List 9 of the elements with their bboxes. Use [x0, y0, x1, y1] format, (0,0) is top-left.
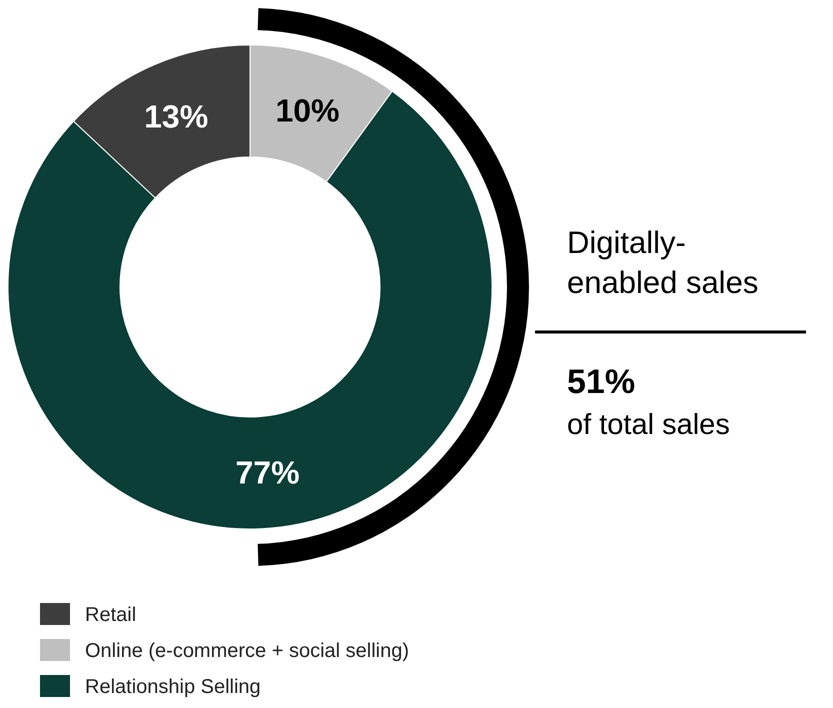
legend-label: Retail: [85, 604, 136, 626]
text: of total sales: [567, 409, 730, 441]
text: 51%: [567, 363, 636, 401]
data-label: 10%: [275, 92, 340, 128]
text: Digitally-enabled sales: [567, 225, 758, 300]
data-label: 13%: [144, 98, 208, 134]
legend-label: Relationship Selling: [85, 676, 261, 698]
data-label: 77%: [235, 454, 300, 490]
legend-label: Online (e-commerce + social selling): [85, 640, 410, 662]
